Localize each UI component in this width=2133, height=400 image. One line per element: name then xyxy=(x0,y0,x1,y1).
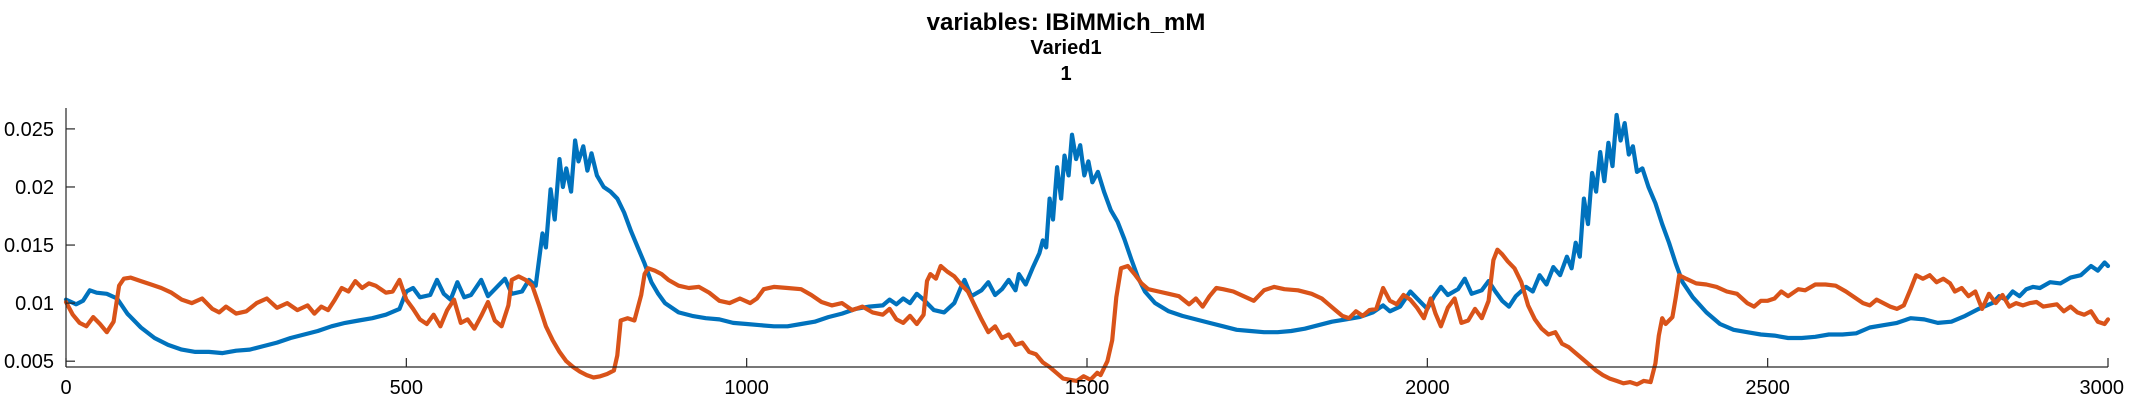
y-tick-label: 0.015 xyxy=(4,235,54,257)
x-tick-label: 2000 xyxy=(1405,377,1450,399)
x-axis-ticks: 0 500 1000 1500 2000 2500 3000 xyxy=(60,358,2124,399)
y-tick-label: 0.005 xyxy=(4,351,54,373)
x-tick-label: 1000 xyxy=(724,377,769,399)
chart-title: variables: IBiMMich_mM xyxy=(927,9,1206,36)
plot-area: 0 500 1000 1500 2000 2500 3000 0.0050.010.0150… xyxy=(4,108,2124,399)
chart-subtitle: Varied1 xyxy=(1030,37,1101,59)
y-tick-label: 0.025 xyxy=(4,119,54,141)
series-line-1 xyxy=(63,112,2111,356)
x-tick-label: 0 xyxy=(60,377,71,399)
x-tick-label: 1500 xyxy=(1065,377,1110,399)
y-tick-label: 0.02 xyxy=(15,177,54,199)
chart-subtitle-2: 1 xyxy=(1060,63,1071,85)
x-tick-label: 500 xyxy=(390,377,423,399)
series-layer xyxy=(63,112,2111,387)
y-tick-label: 0.01 xyxy=(15,293,54,315)
x-tick-label: 2500 xyxy=(1745,377,1790,399)
series-line-2 xyxy=(63,247,2111,387)
y-axis-ticks: 0.005 0.01 0.015 0.02 0.025 xyxy=(4,119,75,373)
x-tick-label: 3000 xyxy=(2080,377,2125,399)
